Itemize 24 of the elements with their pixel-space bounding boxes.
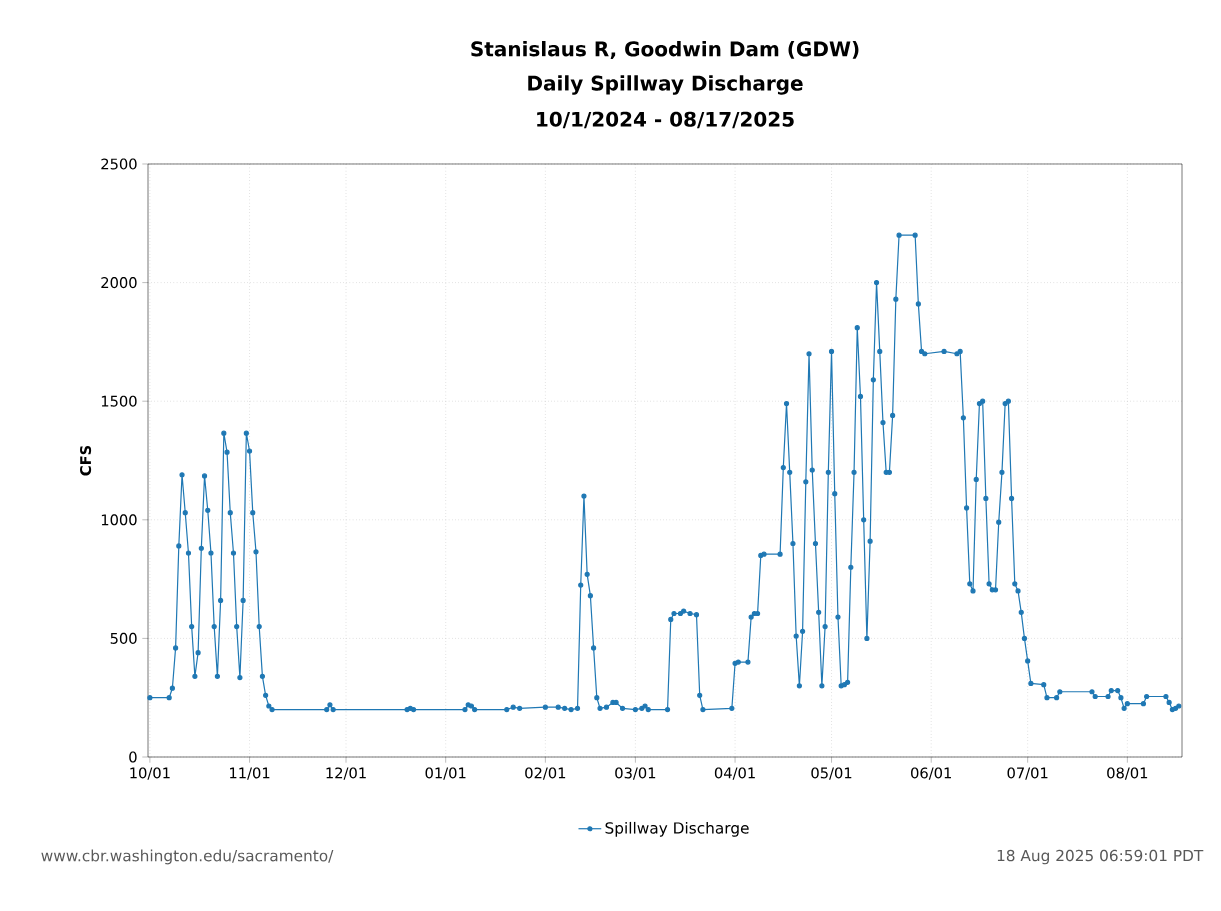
x-tick-label: 02/01 — [525, 767, 566, 780]
text: 10/1/2024 - 08/17/2025 — [537, 111, 794, 129]
y-tick-label: 1000 — [101, 514, 137, 526]
x-tick-label: 11/01 — [230, 767, 270, 780]
y-tick-label: 1500 — [101, 395, 137, 407]
x-tick-label: 01/01 — [425, 767, 466, 780]
text: 18 Aug 2025 06:59:01 PDT — [997, 849, 1204, 865]
text: www.cbr.washington.edu/sacramento/ — [41, 849, 334, 865]
x-tick-label: 06/01 — [911, 767, 951, 780]
x-tick-label: 10/01 — [130, 767, 170, 780]
y-axis-title: CFS — [80, 445, 92, 476]
x-tick-label: 03/01 — [615, 767, 656, 780]
y-tick-label: 0 — [129, 751, 137, 763]
x-tick-label: 12/01 — [326, 767, 366, 780]
chart-subtitle: Daily Spillway Discharge — [528, 75, 803, 95]
x-tick-label: 04/01 — [714, 767, 755, 780]
chart-title: Stanislaus R, Goodwin Dam (GDW) — [471, 40, 859, 60]
y-tick-label: 2500 — [101, 158, 137, 170]
legend-label: Spillway Discharge — [605, 821, 749, 837]
y-tick-label: 2000 — [101, 277, 137, 289]
x-tick-label: 07/01 — [1007, 767, 1048, 780]
y-tick-label: 500 — [110, 632, 137, 644]
x-tick-label: 05/01 — [811, 767, 852, 780]
x-tick-label: 08/01 — [1107, 767, 1148, 780]
